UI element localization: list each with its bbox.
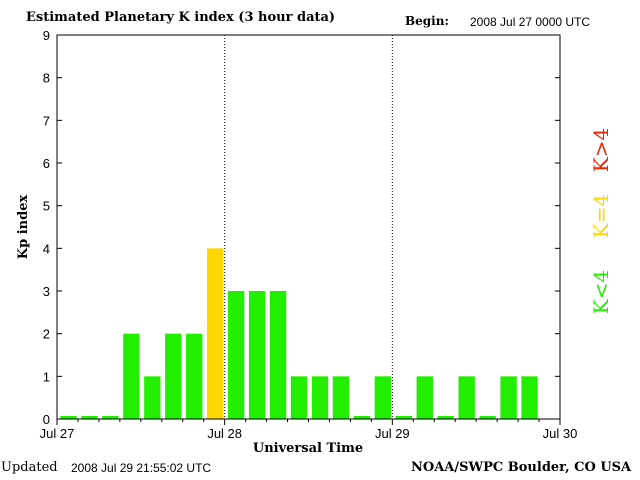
y-tick-label: 1: [43, 369, 50, 384]
credit-text: NOAA/SWPC Boulder, CO USA: [411, 460, 632, 475]
y-tick-label: 6: [43, 156, 50, 171]
legend: K>4 K=4 K<4: [589, 128, 613, 314]
kp-bar: [165, 333, 182, 419]
y-tick-label: 9: [43, 28, 50, 43]
y-tick-label: 3: [43, 284, 50, 299]
chart-title: Estimated Planetary K index (3 hour data…: [26, 10, 336, 25]
x-tick-label: Jul 29: [375, 426, 410, 441]
y-tick-label: 4: [43, 241, 50, 256]
kp-bar: [437, 416, 454, 419]
kp-bar: [144, 376, 161, 419]
kp-bar: [248, 291, 266, 419]
y-axis: 0 1 2 3 4 5 6 7 8 9: [43, 28, 560, 427]
x-axis-title: Universal Time: [253, 441, 363, 456]
updated-label: Updated: [1, 460, 58, 475]
chart-grid: [224, 35, 393, 419]
kp-bar: [521, 376, 538, 419]
kp-bar: [395, 416, 412, 419]
x-axis: Jul 27 Jul 28 Jul 29 Jul 30: [40, 419, 578, 441]
kp-bar: [353, 416, 371, 419]
kp-bar: [60, 416, 77, 419]
kp-bar: [81, 416, 98, 419]
kp-bar: [290, 376, 308, 419]
y-tick-label: 0: [43, 412, 50, 427]
y-tick-label: 5: [43, 199, 50, 214]
kp-bar: [500, 376, 517, 419]
kp-bar: [332, 376, 350, 419]
y-tick-label: 7: [43, 113, 50, 128]
y-tick-label: 2: [43, 327, 50, 342]
begin-value: 2008 Jul 27 0000 UTC: [470, 15, 591, 29]
kp-bar: [186, 333, 203, 419]
kp-bar: [311, 376, 329, 419]
y-tick-label: 8: [43, 71, 50, 86]
chart-bars: [60, 248, 538, 419]
kp-bar: [123, 333, 140, 419]
y-axis-title: Kp index: [16, 195, 31, 260]
kp-bar: [416, 376, 433, 419]
legend-equal: K=4: [589, 194, 613, 238]
x-tick-label: Jul 27: [40, 426, 75, 441]
begin-label: Begin:: [405, 14, 449, 28]
kp-bar: [458, 376, 475, 419]
updated-value: 2008 Jul 29 21:55:02 UTC: [71, 461, 212, 475]
kp-bar: [227, 291, 245, 419]
kp-bar: [374, 376, 392, 419]
x-tick-label: Jul 30: [543, 426, 578, 441]
legend-above: K>4: [589, 128, 613, 172]
kp-bar: [479, 416, 496, 419]
legend-below: K<4: [589, 270, 613, 314]
kp-bar: [102, 416, 119, 419]
kp-bar: [269, 291, 287, 419]
x-tick-label: Jul 28: [207, 426, 242, 441]
kp-bar: [207, 248, 224, 419]
